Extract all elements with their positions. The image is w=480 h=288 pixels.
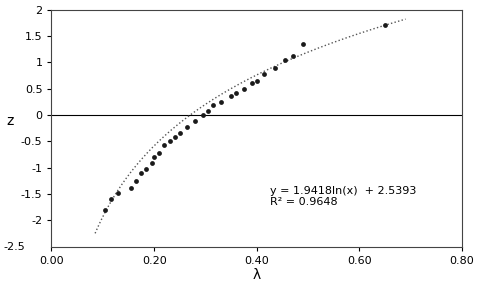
Point xyxy=(227,94,235,99)
Point xyxy=(381,23,389,28)
Text: y = 1.9418ln(x)  + 2.5393
R² = 0.9648: y = 1.9418ln(x) + 2.5393 R² = 0.9648 xyxy=(270,186,416,207)
Point xyxy=(148,161,156,166)
Point xyxy=(253,78,261,83)
Point xyxy=(281,57,289,62)
Point xyxy=(271,65,278,70)
Point xyxy=(143,166,150,171)
Point xyxy=(261,71,268,76)
Point xyxy=(199,113,207,117)
Y-axis label: z: z xyxy=(6,114,13,128)
Point xyxy=(232,90,240,95)
Point xyxy=(127,185,135,190)
Point xyxy=(160,143,168,148)
Point xyxy=(289,54,297,58)
Point xyxy=(156,151,163,155)
Point xyxy=(107,197,114,202)
Point xyxy=(192,119,199,124)
Point xyxy=(299,41,307,46)
Point xyxy=(217,99,225,104)
Point xyxy=(248,81,255,86)
Point xyxy=(166,139,173,144)
Point xyxy=(209,103,217,108)
Text: -2.5: -2.5 xyxy=(3,242,25,252)
Point xyxy=(137,170,145,175)
Point xyxy=(204,108,212,113)
Point xyxy=(102,207,109,212)
Point xyxy=(150,155,158,159)
Point xyxy=(171,135,179,139)
Point xyxy=(114,191,122,195)
Point xyxy=(176,131,184,136)
Point xyxy=(184,124,192,129)
X-axis label: λ: λ xyxy=(252,268,261,283)
Point xyxy=(132,179,140,183)
Point xyxy=(240,86,248,91)
